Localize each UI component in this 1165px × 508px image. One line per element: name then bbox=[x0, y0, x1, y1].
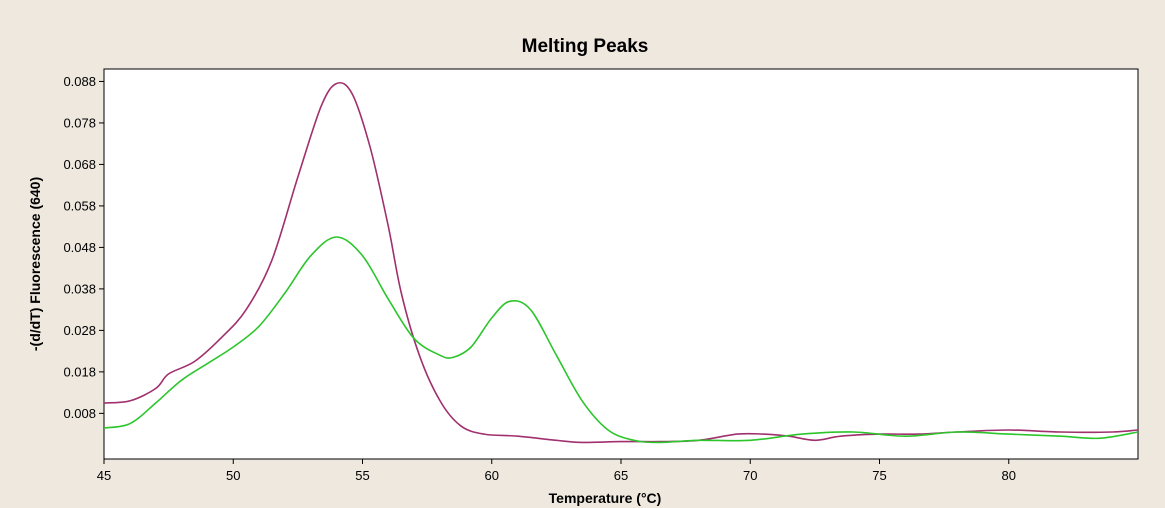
x-tick-label: 55 bbox=[355, 468, 369, 483]
x-tick-label: 70 bbox=[743, 468, 757, 483]
y-axis-ticks: 0.008 0.018 0.028 0.038 0.048 0.058 0.068 0.078… bbox=[63, 74, 104, 421]
x-axis-title: Temperature (°C) bbox=[549, 490, 662, 506]
x-tick-label: 80 bbox=[1002, 468, 1016, 483]
y-tick-label: 0.038 bbox=[63, 281, 96, 296]
y-tick-label: 0.078 bbox=[63, 115, 96, 130]
y-tick-label: 0.088 bbox=[63, 74, 96, 89]
y-tick-label: 0.018 bbox=[63, 364, 96, 379]
x-tick-label: 65 bbox=[614, 468, 628, 483]
series-layer bbox=[103, 81, 1139, 444]
y-tick-label: 0.058 bbox=[63, 198, 96, 213]
x-tick-label: 50 bbox=[226, 468, 240, 483]
y-tick-label: 0.068 bbox=[63, 157, 96, 172]
x-tick-label: 60 bbox=[485, 468, 499, 483]
y-axis-title: -(d/dT) Fluorescence (640) bbox=[27, 177, 43, 351]
x-tick-label: 45 bbox=[97, 468, 111, 483]
series-line-2 bbox=[103, 236, 1139, 444]
y-tick-label: 0.008 bbox=[63, 406, 96, 421]
y-tick-label: 0.048 bbox=[63, 240, 96, 255]
x-tick-label: 75 bbox=[872, 468, 886, 483]
y-tick-label: 0.028 bbox=[63, 323, 96, 338]
plot-area bbox=[103, 68, 1139, 460]
chart-title: Melting Peaks bbox=[522, 36, 649, 57]
x-axis-ticks: 45 50 55 60 65 70 75 80 bbox=[97, 459, 1016, 483]
